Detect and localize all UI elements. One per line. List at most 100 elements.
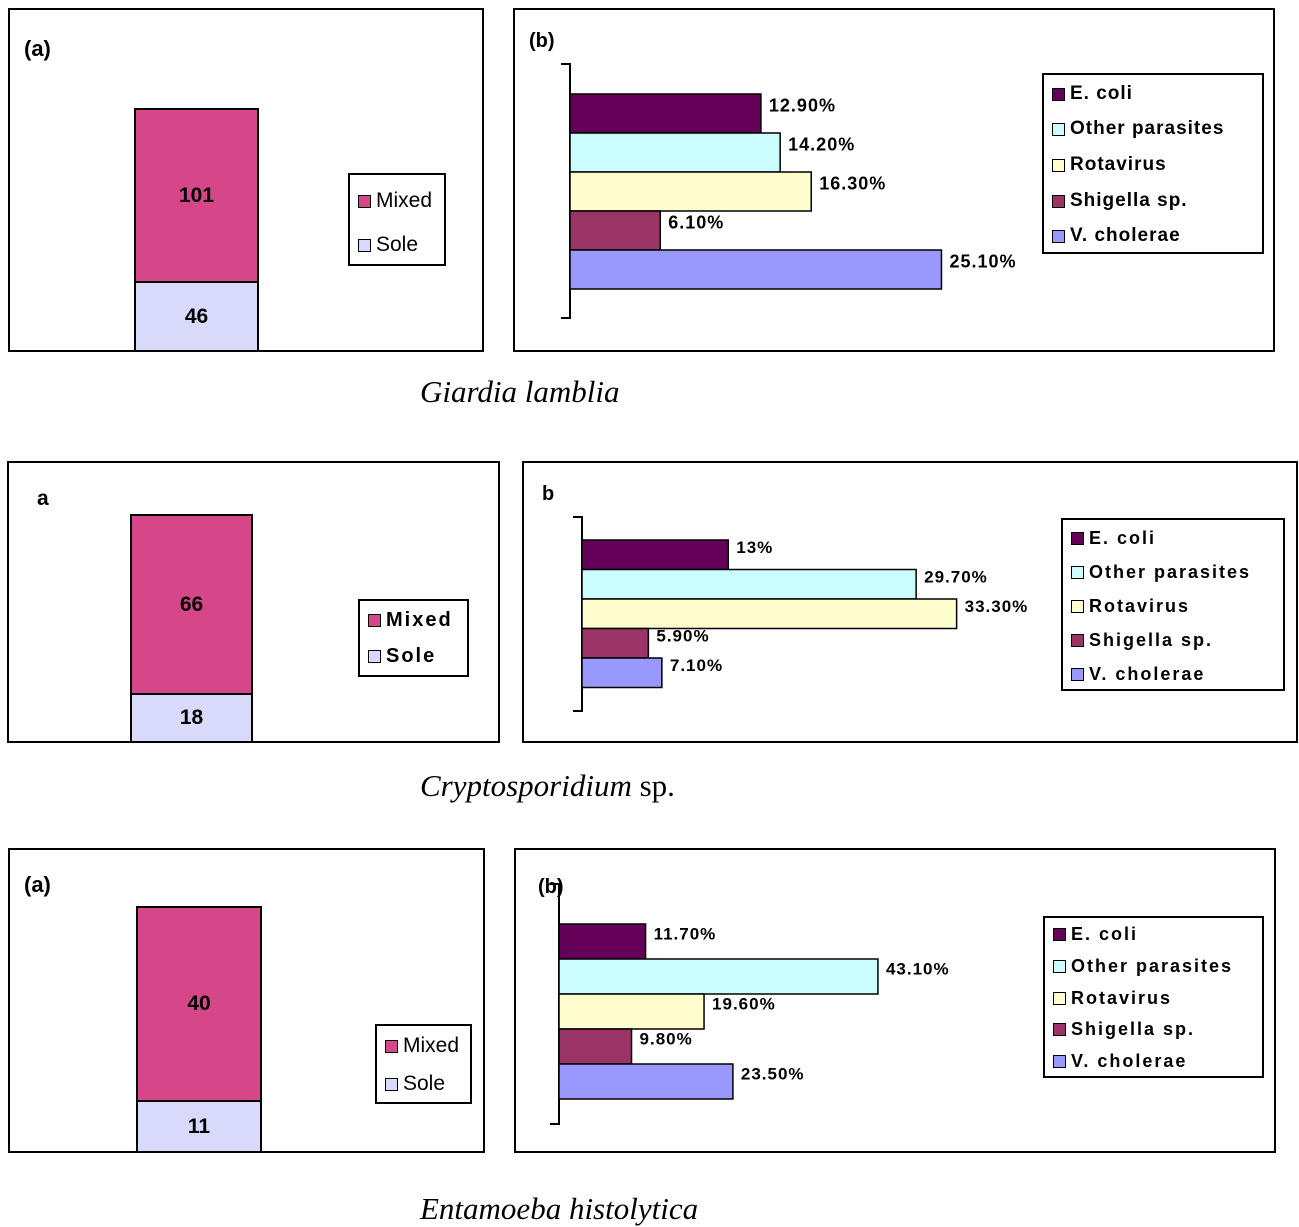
panel-b-label: (b) — [538, 876, 564, 898]
category-axis — [550, 883, 560, 1125]
legend-item-mixed: Mixed — [358, 189, 432, 213]
legend-label-vcholerae: V. cholerae — [1070, 225, 1181, 246]
legend-label-sole: Sole — [386, 645, 437, 667]
legend: E. coli Other parasites Rotavirus Shigel… — [1042, 73, 1264, 254]
legend-swatch-ecoli — [1071, 532, 1084, 545]
bar-vcholerae — [569, 249, 943, 290]
legend-label-shigella: Shigella sp. — [1070, 190, 1188, 211]
legend-swatch-sole — [358, 238, 371, 252]
stacked-bar: 66 18 — [130, 514, 253, 743]
data-label-shigella: 5.90% — [656, 626, 709, 645]
legend-swatch-other-parasites — [1071, 566, 1084, 579]
data-label-vcholerae: 25.10% — [949, 252, 1016, 272]
legend-label-rotavirus: Rotavirus — [1089, 596, 1191, 616]
legend-item-other-parasites: Other parasites — [1053, 956, 1233, 977]
data-label-rotavirus: 19.60% — [712, 995, 776, 1014]
legend-label-mixed: Mixed — [386, 609, 453, 631]
panel-a-label: (a) — [24, 872, 51, 897]
bar-ecoli — [569, 93, 762, 134]
caption-genus: Giardia lamblia — [420, 374, 620, 409]
legend-label-other-parasites: Other parasites — [1089, 562, 1252, 582]
legend-swatch-mixed — [358, 194, 371, 208]
legend: Mixed Sole — [348, 173, 446, 266]
bar-other-parasites — [569, 132, 781, 173]
legend: E. coli Other parasites Rotavirus Shigel… — [1043, 916, 1264, 1078]
figure-caption: Giardia lamblia — [420, 374, 620, 410]
legend-label-sole: Sole — [403, 1072, 446, 1095]
category-axis — [573, 516, 583, 712]
bar-segment-mixed: 66 — [130, 514, 253, 695]
data-label-mixed: 66 — [179, 592, 204, 616]
legend-swatch-shigella — [1071, 634, 1084, 647]
bar-segment-mixed: 101 — [134, 108, 259, 283]
figure-caption: Entamoeba histolytica — [420, 1191, 698, 1227]
legend-item-other-parasites: Other parasites — [1071, 562, 1251, 583]
category-axis — [561, 63, 571, 319]
legend-label-shigella: Shigella sp. — [1089, 630, 1214, 650]
legend: Mixed Sole — [375, 1024, 472, 1104]
panel-b-entamoeba: (b) 11.70% 43.10% 19.60% 9.80% 23.50% E. col… — [514, 848, 1276, 1153]
legend-swatch-other-parasites — [1052, 122, 1065, 136]
legend-item-ecoli: E. coli — [1053, 924, 1138, 945]
data-label-shigella: 9.80% — [640, 1030, 693, 1049]
data-label-vcholerae: 23.50% — [741, 1065, 805, 1084]
legend-item-ecoli: E. coli — [1071, 528, 1156, 549]
legend-item-vcholerae: V. cholerae — [1053, 1051, 1187, 1072]
legend-item-rotavirus: Rotavirus — [1052, 154, 1167, 176]
data-label-mixed: 40 — [187, 992, 211, 1015]
horizontal-bar-chart: 11.70% 43.10% 19.60% 9.80% 23.50% — [550, 883, 949, 1125]
legend-item-sole: Sole — [368, 645, 436, 668]
legend-item-vcholerae: V. cholerae — [1052, 225, 1181, 247]
legend-label-mixed: Mixed — [376, 189, 433, 212]
data-label-sole: 11 — [187, 1114, 211, 1138]
data-label-rotavirus: 16.30% — [819, 174, 886, 194]
legend-label-shigella: Shigella sp. — [1071, 1019, 1196, 1039]
legend-swatch-rotavirus — [1053, 992, 1066, 1005]
legend-swatch-mixed — [385, 1039, 398, 1053]
figure-caption: Cryptosporidium sp. — [420, 768, 675, 804]
data-label-sole: 18 — [179, 706, 204, 729]
legend-swatch-sole — [368, 650, 381, 663]
legend-label-ecoli: E. coli — [1070, 83, 1133, 104]
legend-item-other-parasites: Other parasites — [1052, 118, 1224, 140]
data-label-ecoli: 13% — [736, 538, 773, 557]
legend-item-rotavirus: Rotavirus — [1071, 596, 1190, 617]
horizontal-bar-chart: 13% 29.70% 33.30% 5.90% 7.10% — [573, 516, 1027, 712]
panel-b-label: b — [542, 483, 555, 505]
legend-swatch-vcholerae — [1052, 229, 1065, 243]
legend-swatch-vcholerae — [1053, 1055, 1066, 1068]
legend-swatch-rotavirus — [1052, 158, 1065, 172]
legend-swatch-shigella — [1053, 1023, 1066, 1036]
bar-rotavirus — [569, 171, 812, 212]
bar-rotavirus — [581, 598, 958, 630]
legend-item-shigella: Shigella sp. — [1053, 1019, 1195, 1040]
legend-label-other-parasites: Other parasites — [1071, 956, 1234, 976]
legend-item-mixed: Mixed — [368, 609, 453, 632]
caption-genus: Entamoeba histolytica — [420, 1191, 699, 1226]
bar-ecoli — [581, 539, 729, 571]
legend-swatch-mixed — [368, 614, 381, 627]
bar-segment-sole: 46 — [134, 281, 259, 352]
caption-suffix: sp. — [631, 768, 675, 803]
legend-swatch-shigella — [1052, 194, 1065, 208]
bar-segment-sole: 11 — [136, 1100, 262, 1153]
legend-swatch-ecoli — [1053, 928, 1066, 941]
data-label-vcholerae: 7.10% — [670, 656, 723, 675]
data-label-sole: 46 — [184, 304, 209, 328]
panel-a-entamoeba: (a) 40 11 Mixed Sole — [8, 848, 485, 1153]
legend-item-mixed: Mixed — [385, 1034, 459, 1058]
legend-item-vcholerae: V. cholerae — [1071, 664, 1205, 685]
panel-a-giardia: (a) 101 46 Mixed Sole — [8, 8, 484, 352]
stacked-bar: 40 11 — [136, 906, 262, 1153]
legend-swatch-rotavirus — [1071, 600, 1084, 613]
panel-a-label: (a) — [24, 36, 51, 61]
legend-label-vcholerae: V. cholerae — [1071, 1051, 1188, 1071]
bar-vcholerae — [558, 1063, 734, 1100]
legend-swatch-vcholerae — [1071, 668, 1084, 681]
bar-other-parasites — [581, 568, 917, 600]
data-label-mixed: 101 — [178, 183, 215, 207]
legend-label-mixed: Mixed — [403, 1034, 460, 1057]
stacked-bar: 101 46 — [134, 108, 259, 352]
bar-segment-mixed: 40 — [136, 906, 262, 1102]
legend-label-sole: Sole — [376, 233, 419, 256]
